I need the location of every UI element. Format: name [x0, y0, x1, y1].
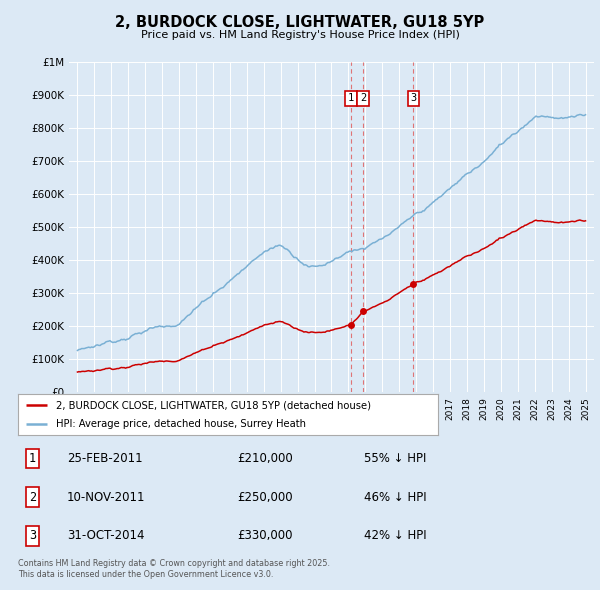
Text: Contains HM Land Registry data © Crown copyright and database right 2025.
This d: Contains HM Land Registry data © Crown c… — [18, 559, 330, 579]
Text: 2: 2 — [29, 490, 36, 504]
Text: 25-FEB-2011: 25-FEB-2011 — [67, 452, 143, 465]
Text: 2: 2 — [360, 93, 366, 103]
Text: 2, BURDOCK CLOSE, LIGHTWATER, GU18 5YP: 2, BURDOCK CLOSE, LIGHTWATER, GU18 5YP — [115, 15, 485, 30]
Text: Price paid vs. HM Land Registry's House Price Index (HPI): Price paid vs. HM Land Registry's House … — [140, 30, 460, 40]
Text: £250,000: £250,000 — [237, 490, 293, 504]
Text: £210,000: £210,000 — [237, 452, 293, 465]
Text: 46% ↓ HPI: 46% ↓ HPI — [364, 490, 426, 504]
Text: 2, BURDOCK CLOSE, LIGHTWATER, GU18 5YP (detached house): 2, BURDOCK CLOSE, LIGHTWATER, GU18 5YP (… — [56, 400, 371, 410]
Text: 55% ↓ HPI: 55% ↓ HPI — [364, 452, 426, 465]
Text: £330,000: £330,000 — [237, 529, 292, 542]
Text: 10-NOV-2011: 10-NOV-2011 — [67, 490, 145, 504]
Text: 3: 3 — [410, 93, 416, 103]
Text: 31-OCT-2014: 31-OCT-2014 — [67, 529, 145, 542]
Text: HPI: Average price, detached house, Surrey Heath: HPI: Average price, detached house, Surr… — [56, 419, 306, 430]
Text: 3: 3 — [29, 529, 36, 542]
Text: 1: 1 — [347, 93, 354, 103]
Text: 42% ↓ HPI: 42% ↓ HPI — [364, 529, 426, 542]
Text: 1: 1 — [29, 452, 36, 465]
